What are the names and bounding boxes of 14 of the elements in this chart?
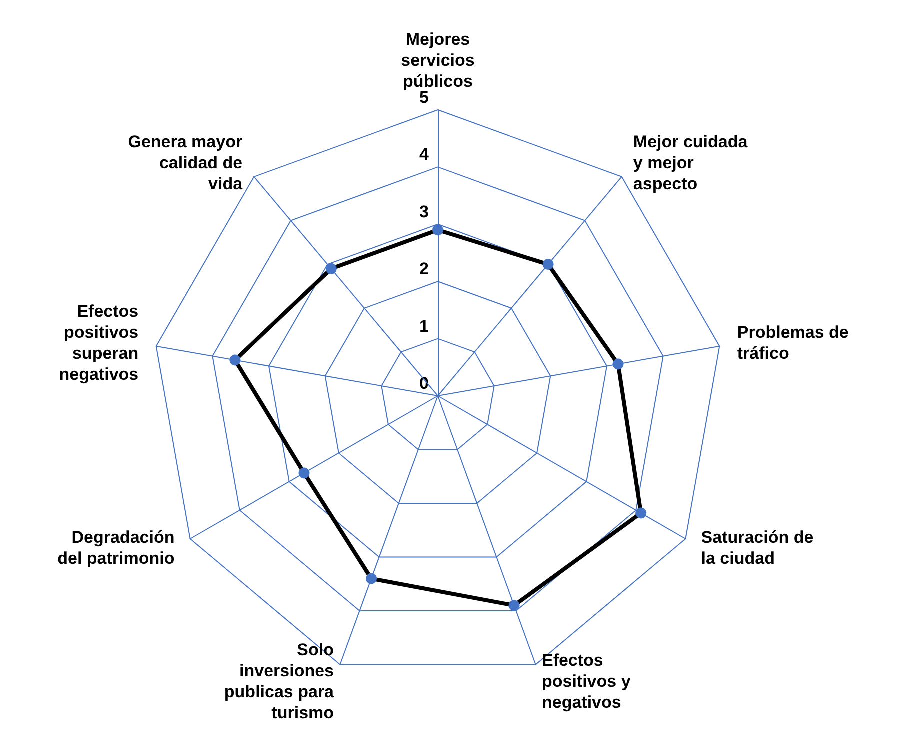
spoke-label: Efectos positivos superan negativos [59,302,139,384]
spoke-label: Mejor cuidada y mejor aspecto [633,132,748,194]
spoke-label: Degradación del patrimonio [58,528,175,568]
spoke-label: Problemas de tráfico [737,323,849,364]
spoke-label: Genera mayor calidad de vida [128,132,244,194]
y-tick-label: 0 [420,374,429,393]
y-tick-label: 3 [420,202,429,222]
y-tick-label: 4 [420,145,430,164]
spoke-label: Saturación de la ciudad [701,528,814,568]
y-tick-label: 5 [420,88,429,107]
spoke-label: Efectos positivos y negativos [542,651,632,712]
y-tick-label: 2 [420,260,429,279]
y-tick-label: 1 [420,316,429,336]
spoke-label: Mejores servicios públicos [401,30,475,91]
